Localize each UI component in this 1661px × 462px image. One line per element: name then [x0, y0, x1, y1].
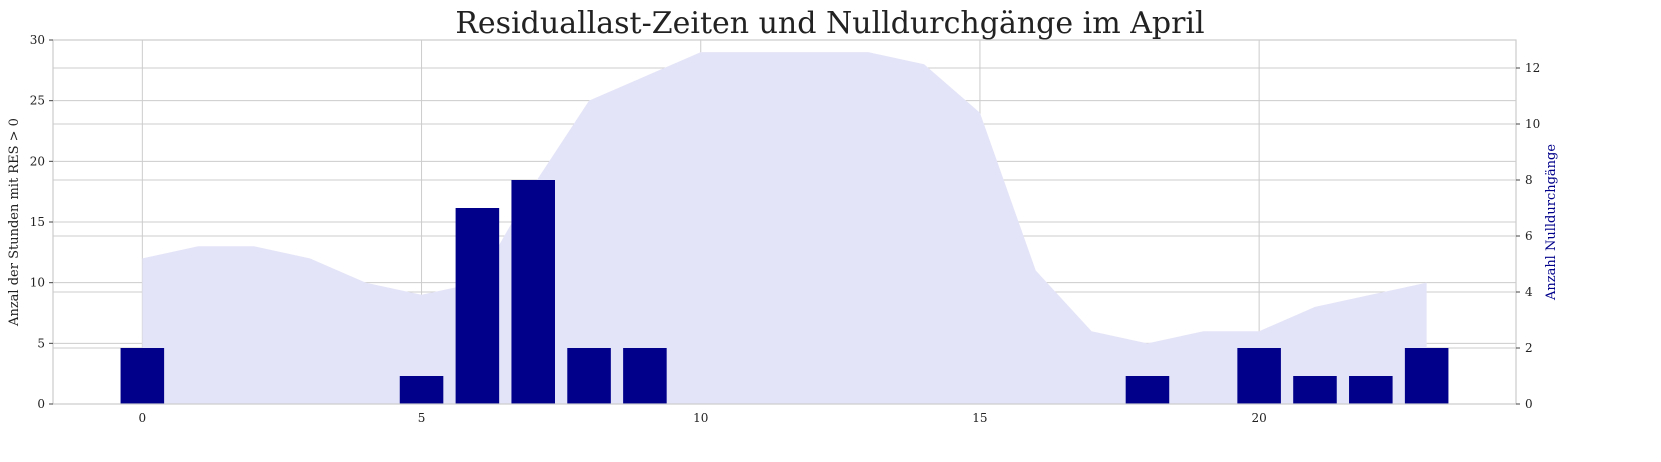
x-tick-label: 20	[1251, 411, 1266, 425]
zero-crossing-bar	[1293, 376, 1337, 404]
y-axis-left-label: Anzal der Stunden mit RES > 0	[7, 118, 22, 327]
zero-crossing-bar	[511, 180, 555, 404]
zero-crossing-bar	[567, 348, 611, 404]
chart-title: Residuallast-Zeiten und Nulldurchgänge i…	[455, 6, 1204, 41]
y-left-tick-label: 0	[37, 397, 45, 411]
zero-crossing-bar	[455, 208, 500, 404]
y-left-tick-label: 30	[30, 33, 45, 47]
x-tick-label: 15	[972, 411, 987, 425]
zero-crossing-bar	[1349, 376, 1393, 404]
y-left-tick-label: 5	[37, 336, 45, 350]
area-layer	[142, 52, 1427, 405]
tick-layer: 0 5 10 15 20 0 5 10 15 20 25 30 0 2 4 6 8 10 12	[30, 33, 1541, 425]
zero-crossing-bar	[120, 348, 165, 404]
x-tick-label: 10	[693, 411, 708, 425]
y-right-tick-label: 8	[1525, 173, 1533, 187]
y-left-tick-label: 10	[30, 276, 45, 290]
y-right-tick-label: 6	[1525, 229, 1533, 243]
zero-crossing-bar	[623, 348, 667, 404]
y-left-tick-label: 25	[30, 94, 45, 108]
zero-crossing-bar	[1237, 348, 1281, 404]
residual-load-area	[142, 52, 1427, 405]
y-left-tick-label: 15	[30, 215, 45, 229]
zero-crossing-bar	[1125, 376, 1170, 404]
zero-crossing-bar	[1404, 348, 1449, 404]
x-tick-label: 0	[139, 411, 147, 425]
y-axis-right-label: Anzahl Nulldurchgänge	[1544, 144, 1559, 301]
bar-layer	[120, 180, 1449, 404]
y-right-tick-label: 12	[1525, 61, 1540, 75]
y-left-tick-label: 20	[30, 154, 45, 168]
y-right-tick-label: 10	[1525, 117, 1540, 131]
y-right-tick-label: 2	[1525, 341, 1533, 355]
y-right-tick-label: 4	[1525, 285, 1533, 299]
zero-crossing-bar	[399, 376, 444, 404]
y-right-tick-label: 0	[1525, 397, 1533, 411]
x-tick-label: 5	[418, 411, 426, 425]
